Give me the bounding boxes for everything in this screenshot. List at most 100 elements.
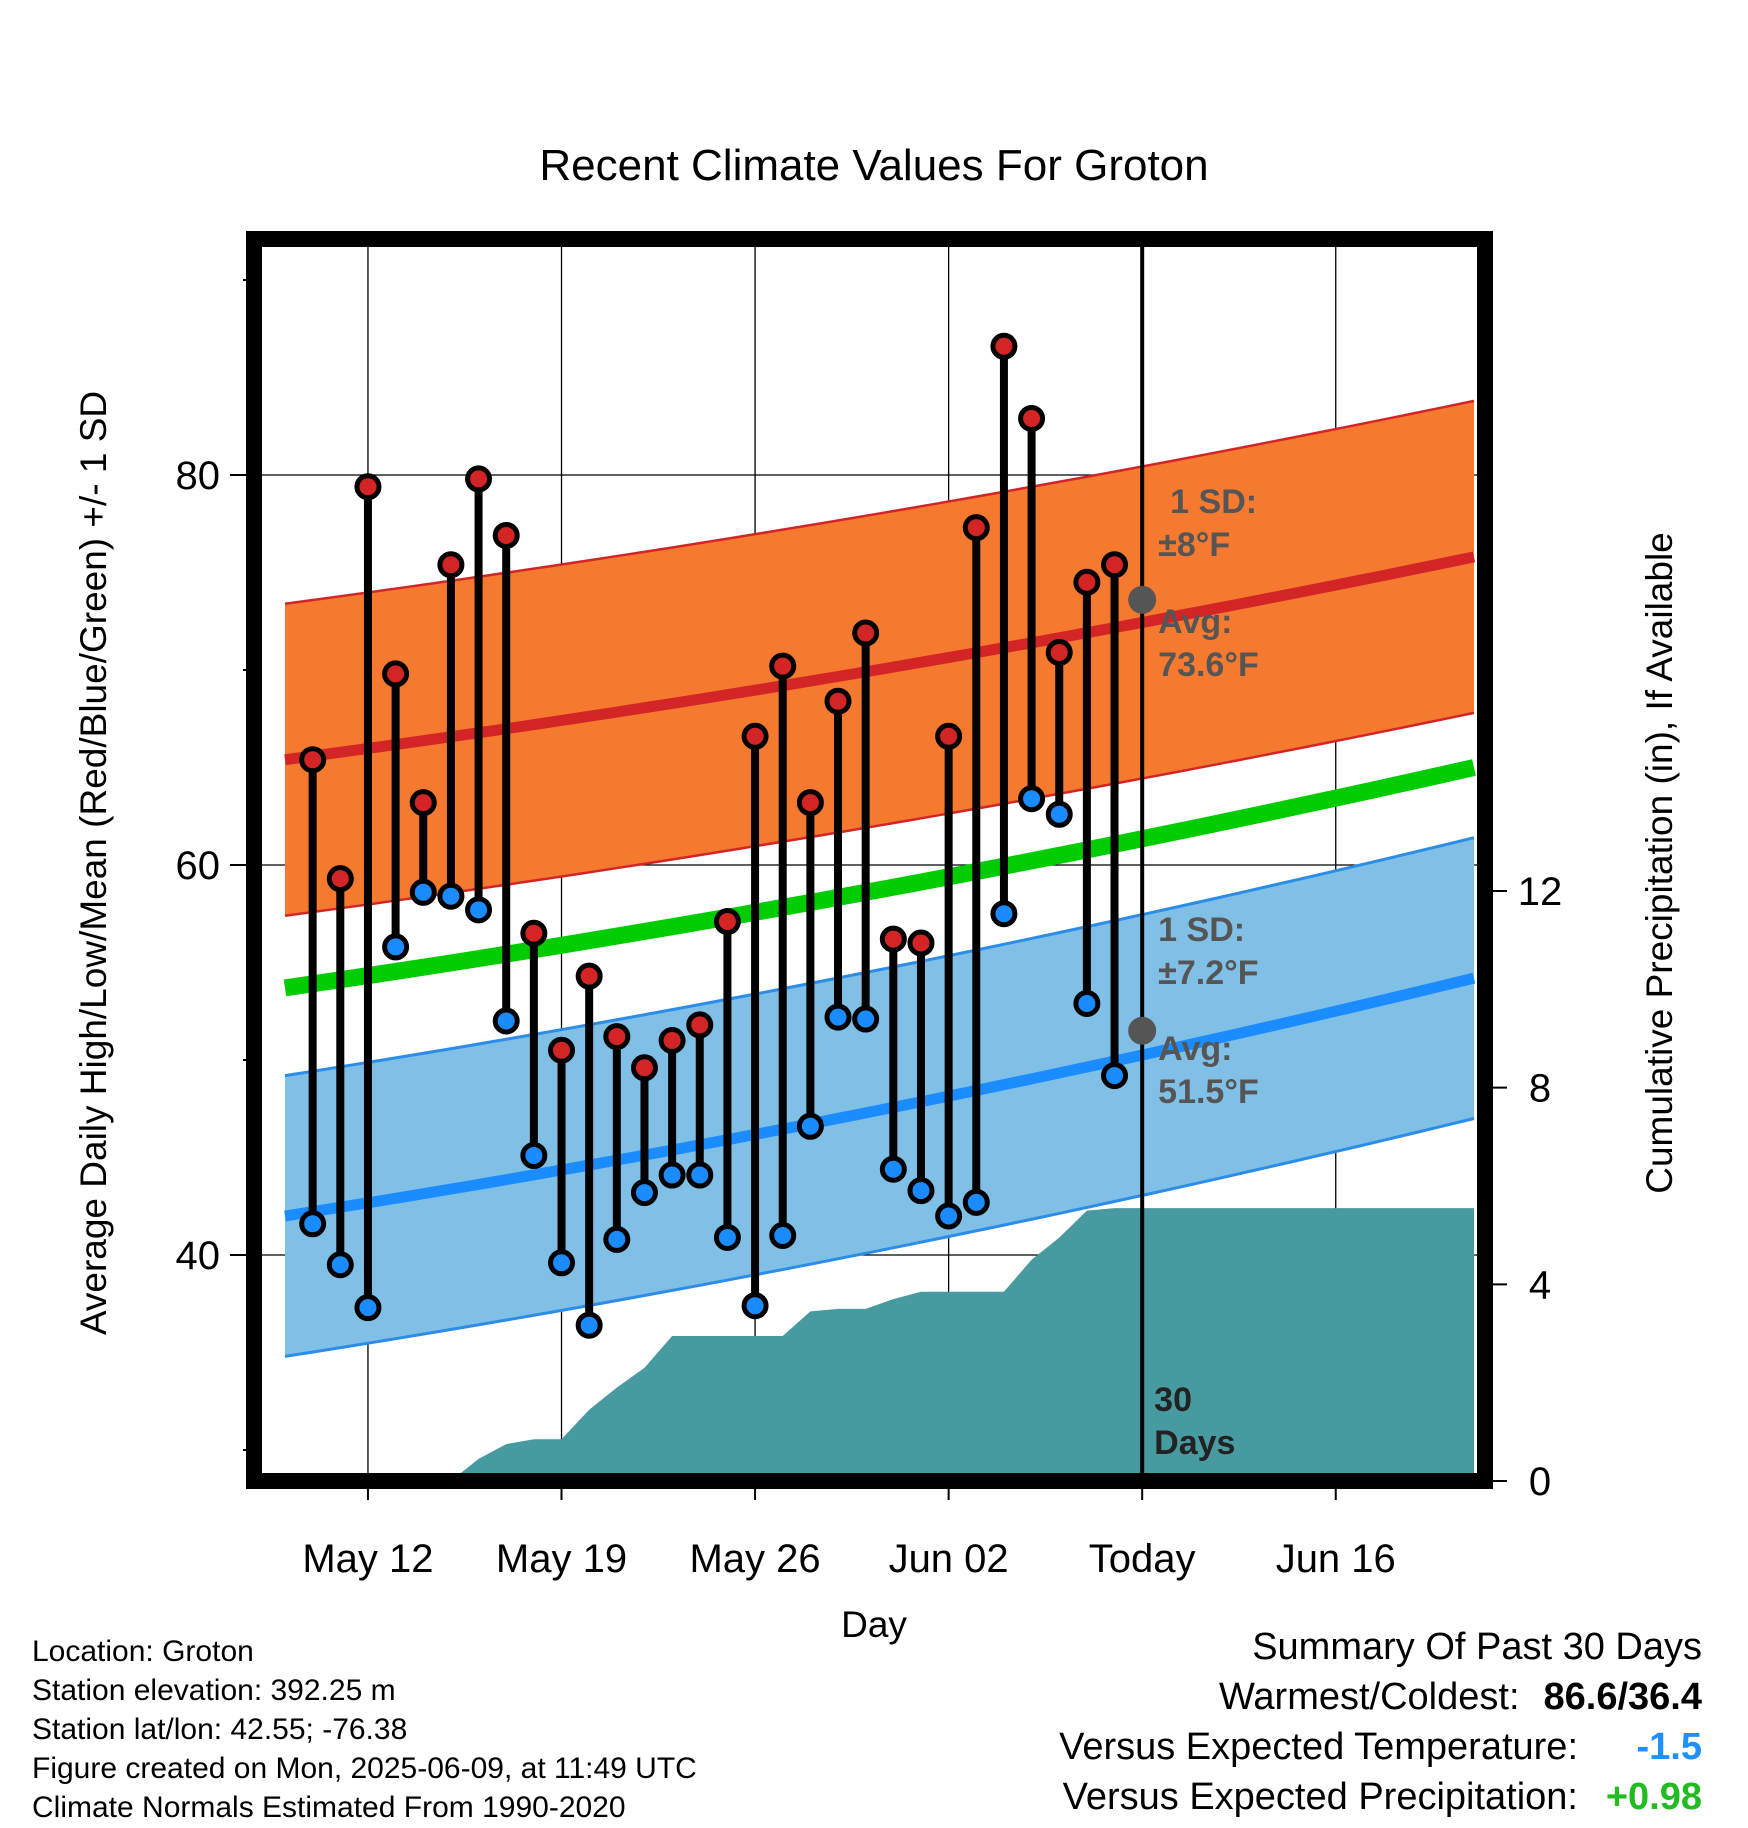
x-tick-label: Jun 02 xyxy=(889,1537,1009,1581)
x-axis-label: Day xyxy=(841,1604,907,1645)
y-right-tick-label: 8 xyxy=(1529,1067,1551,1111)
precip-value: +0.98 xyxy=(1605,1776,1702,1818)
daily-low-point xyxy=(1018,785,1046,813)
daily-low-point xyxy=(713,1223,741,1251)
summary-temp-row: Versus Expected Temperature: -1.5 xyxy=(1059,1722,1702,1772)
low-sd-label: 1 SD: xyxy=(1158,911,1245,949)
normals-text: Climate Normals Estimated From 1990-2020 xyxy=(32,1791,626,1824)
normal-high-line xyxy=(284,551,1476,766)
daily-high-point xyxy=(382,660,410,688)
location-text: Location: Groton xyxy=(32,1635,254,1668)
daily-low-point xyxy=(326,1251,354,1279)
daily-low-point xyxy=(1073,989,1101,1017)
today-low-avg-marker xyxy=(1128,1016,1157,1045)
daily-high-point xyxy=(1045,638,1073,666)
daily-high-point xyxy=(1073,568,1101,596)
daily-high-point xyxy=(492,521,520,549)
daily-low-point xyxy=(658,1161,686,1189)
daily-low-point xyxy=(299,1210,327,1238)
y-tick-label: 40 xyxy=(176,1234,221,1278)
daily-high-point xyxy=(741,722,769,750)
y-tick-label: 80 xyxy=(176,454,221,498)
daily-low-point xyxy=(879,1155,907,1183)
daily-high-point xyxy=(1101,551,1129,579)
elevation-text: Station elevation: 392.25 m xyxy=(32,1674,396,1707)
daily-low-point xyxy=(796,1112,824,1140)
temp-label: Versus Expected Temperature: xyxy=(1059,1726,1578,1768)
daily-high-point xyxy=(907,929,935,957)
daily-low-point xyxy=(769,1222,797,1249)
daily-low-point xyxy=(824,1003,852,1031)
daily-low-point xyxy=(1101,1062,1129,1090)
daily-low-point xyxy=(575,1311,603,1339)
x-tick-label: May 12 xyxy=(302,1537,433,1581)
daily-high-point xyxy=(713,908,741,936)
daily-high-point xyxy=(686,1011,714,1039)
chart-title: Recent Climate Values For Groton xyxy=(539,141,1208,190)
x-tick-label: Today xyxy=(1089,1537,1196,1581)
daily-high-point xyxy=(879,925,907,953)
high-band-lower-edge xyxy=(284,711,1475,917)
plot-area: 1 SD: ±8°F Avg: 73.6°F 1 SD: ±7.2°F Avg: 51.5°F… xyxy=(176,231,1563,1581)
daily-high-point xyxy=(326,865,354,893)
high-sd-band xyxy=(285,400,1474,916)
daily-high-point xyxy=(658,1027,686,1054)
daily-low-point xyxy=(852,1005,880,1033)
daily-high-point xyxy=(1018,404,1046,432)
daily-low-point xyxy=(548,1249,576,1277)
daily-low-point xyxy=(409,878,437,906)
daily-high-point xyxy=(299,746,327,774)
high-band-upper-edge xyxy=(284,399,1475,605)
daily-low-point xyxy=(907,1177,935,1205)
high-sd-value: ±8°F xyxy=(1158,526,1230,564)
low-avg-value: 51.5°F xyxy=(1158,1073,1259,1111)
latlon-text: Station lat/lon: 42.55; -76.38 xyxy=(32,1713,408,1746)
low-sd-band xyxy=(285,837,1474,1357)
days-word-label: Days xyxy=(1154,1424,1235,1462)
daily-low-point xyxy=(962,1188,990,1216)
daily-low-point xyxy=(990,900,1018,928)
daily-high-point xyxy=(962,514,990,542)
low-avg-label: Avg: xyxy=(1158,1030,1232,1068)
low-band-lower-edge xyxy=(284,1117,1475,1358)
low-band-upper-edge xyxy=(284,836,1475,1078)
summary-panel: Summary Of Past 30 Days Warmest/Coldest:… xyxy=(1059,1622,1702,1822)
warmest-label: Warmest/Coldest: xyxy=(1218,1676,1520,1718)
daily-high-point xyxy=(796,789,824,817)
plot-frame xyxy=(246,231,1493,1489)
daily-low-point xyxy=(686,1161,714,1189)
y-right-tick-label: 12 xyxy=(1518,870,1563,914)
daily-high-point xyxy=(548,1036,576,1064)
daily-low-point xyxy=(520,1142,548,1170)
daily-high-point xyxy=(603,1023,631,1051)
summary-warmest-row: Warmest/Coldest: 86.6/36.4 xyxy=(1059,1672,1702,1722)
high-avg-value: 73.6°F xyxy=(1158,646,1259,684)
high-sd-label: 1 SD: xyxy=(1170,483,1257,521)
daily-high-point xyxy=(354,473,382,501)
y-axis-right-label: Cumulative Precipitation (in), If Availa… xyxy=(1639,532,1680,1194)
normal-mean-line xyxy=(283,759,1476,997)
daily-low-point xyxy=(741,1292,769,1320)
x-tick-label: Jun 16 xyxy=(1276,1537,1396,1581)
daily-high-point xyxy=(409,789,437,817)
x-tick-label: May 19 xyxy=(496,1537,627,1581)
daily-high-point xyxy=(520,919,548,947)
x-tick-label: May 26 xyxy=(689,1537,820,1581)
today-high-avg-marker xyxy=(1128,585,1157,614)
daily-high-point xyxy=(990,332,1018,360)
precip-label: Versus Expected Precipitation: xyxy=(1062,1776,1578,1818)
daily-low-point xyxy=(603,1225,631,1253)
daily-high-point xyxy=(575,962,603,990)
y-tick-label: 60 xyxy=(176,844,221,888)
y-axis-label: Average Daily High/Low/Mean (Red/Blue/Gr… xyxy=(73,391,114,1335)
y-right-tick-label: 4 xyxy=(1529,1263,1551,1307)
daily-low-point xyxy=(492,1007,520,1035)
daily-low-point xyxy=(437,882,465,910)
daily-high-point xyxy=(630,1054,658,1082)
station-info: Location: Groton Station elevation: 392.… xyxy=(32,1632,697,1827)
daily-low-point xyxy=(382,933,410,961)
daily-low-point xyxy=(1045,800,1073,828)
daily-low-point xyxy=(465,896,493,924)
high-avg-label: Avg: xyxy=(1158,603,1232,641)
